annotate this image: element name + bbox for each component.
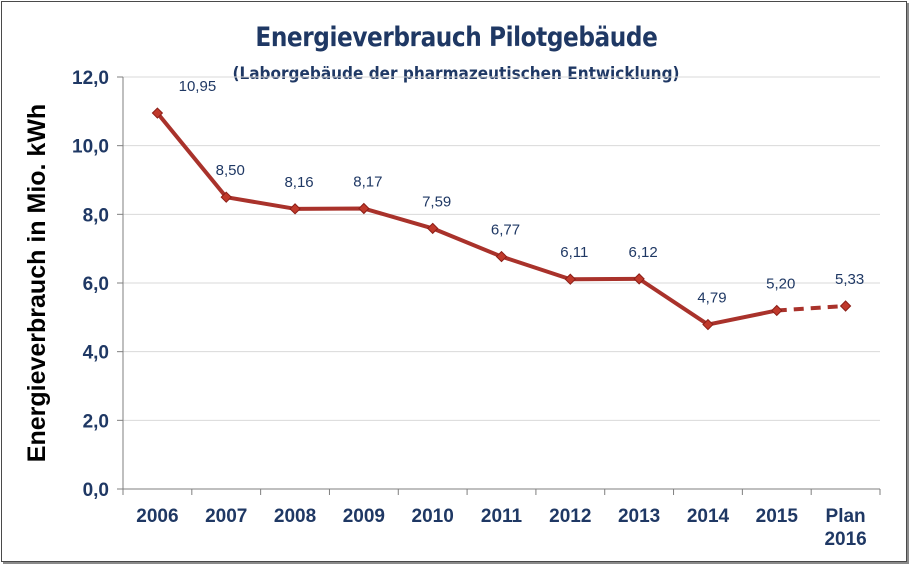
x-tick-label: 2015: [756, 506, 799, 527]
x-tick-label: 2009: [343, 506, 385, 527]
y-tick-label: 8,0: [83, 205, 109, 226]
x-tick-label: 2010: [412, 506, 454, 527]
data-point: [151, 107, 164, 119]
data-label: 6,11: [560, 244, 588, 261]
data-label: 5,20: [766, 275, 795, 292]
data-point: [839, 300, 852, 312]
x-tick-label: 2007: [205, 506, 247, 527]
data-label: 4,79: [697, 290, 726, 307]
data-label: 6,77: [491, 222, 520, 239]
data-point: [702, 318, 714, 331]
series-line: [155, 111, 778, 327]
data-label: 5,33: [835, 271, 864, 288]
data-label: 10,95: [179, 78, 217, 95]
data-label: 7,59: [422, 193, 451, 210]
x-tick-label: 2012: [549, 506, 591, 527]
data-point: [426, 222, 439, 235]
y-axis-title: Energieverbrauch in Mio. kWh: [23, 104, 51, 462]
data-point: [633, 273, 645, 285]
x-tick-label: 2014: [687, 506, 730, 527]
data-point: [771, 304, 783, 317]
y-tick-label: 10,0: [72, 137, 109, 158]
data-point: [220, 191, 232, 203]
y-tick-label: 6,0: [83, 274, 109, 295]
x-tick-label: 2006: [136, 506, 178, 527]
chart-subtitle: (Laborgebäude der pharmazeutischen Entwi…: [232, 64, 680, 84]
x-tick-label: Plan 2016: [824, 506, 866, 550]
x-tick-label: 2008: [274, 506, 316, 527]
y-tick-label: 0,0: [83, 480, 109, 501]
chart-title: Energieverbrauch Pilotgebäude: [255, 22, 658, 53]
y-tick-label: 12,0: [72, 68, 109, 89]
data-label: 8,17: [353, 173, 382, 190]
x-tick-label: 2013: [618, 506, 660, 527]
x-tick-label: 2011: [481, 506, 523, 527]
data-label: 8,50: [216, 162, 245, 179]
data-label: 6,12: [629, 244, 658, 261]
data-label: 8,16: [284, 174, 313, 191]
y-tick-label: 4,0: [83, 343, 109, 364]
data-point: [564, 273, 577, 285]
data-point: [358, 202, 370, 215]
data-point: [495, 250, 508, 263]
data-point: [289, 203, 301, 215]
y-tick-label: 2,0: [83, 411, 109, 432]
series-line-projected: [776, 304, 846, 313]
